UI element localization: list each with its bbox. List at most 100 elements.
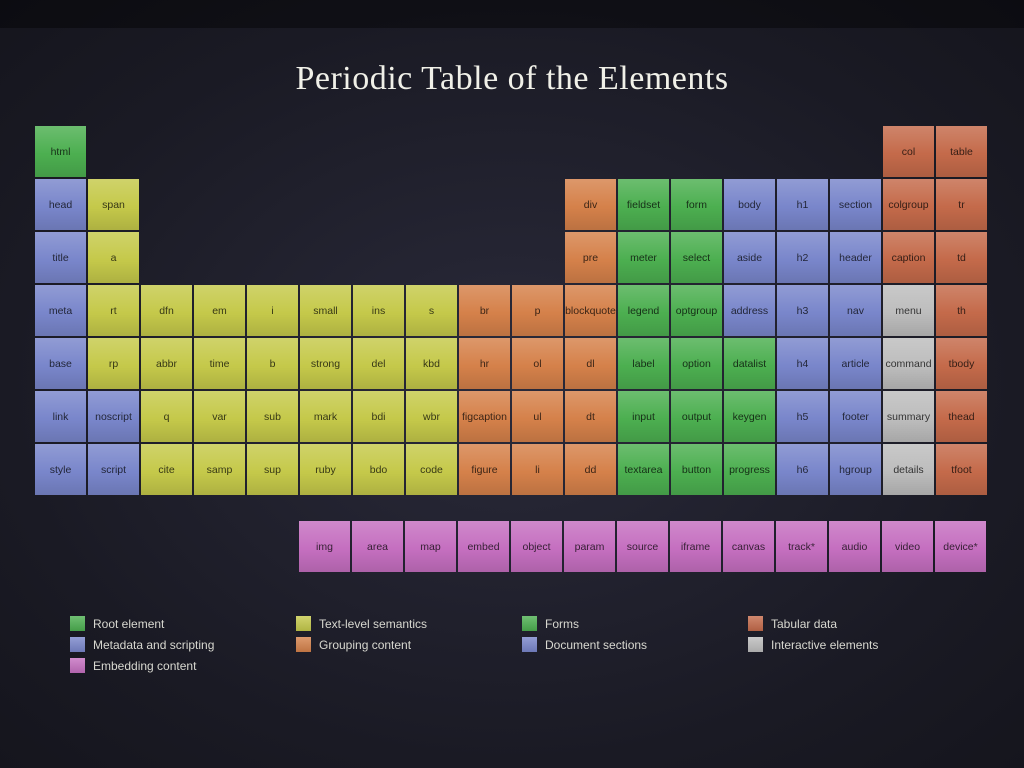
element-cell-del[interactable]: del (353, 338, 404, 389)
element-cell-menu[interactable]: menu (883, 285, 934, 336)
element-cell-embed[interactable]: embed (458, 521, 509, 572)
element-cell-img[interactable]: img (299, 521, 350, 572)
element-cell-mark[interactable]: mark (300, 391, 351, 442)
element-cell-map[interactable]: map (405, 521, 456, 572)
element-cell-cite[interactable]: cite (141, 444, 192, 495)
element-cell-meta[interactable]: meta (35, 285, 86, 336)
element-cell-br[interactable]: br (459, 285, 510, 336)
element-cell-object[interactable]: object (511, 521, 562, 572)
element-cell-sup[interactable]: sup (247, 444, 298, 495)
element-cell-header[interactable]: header (830, 232, 881, 283)
element-cell-legend[interactable]: legend (618, 285, 669, 336)
element-cell-keygen[interactable]: keygen (724, 391, 775, 442)
element-cell-optgroup[interactable]: optgroup (671, 285, 722, 336)
element-cell-source[interactable]: source (617, 521, 668, 572)
element-cell-h5[interactable]: h5 (777, 391, 828, 442)
element-cell-aside[interactable]: aside (724, 232, 775, 283)
element-cell-h4[interactable]: h4 (777, 338, 828, 389)
element-cell-canvas[interactable]: canvas (723, 521, 774, 572)
element-cell-trackstar[interactable]: track* (776, 521, 827, 572)
element-cell-audio[interactable]: audio (829, 521, 880, 572)
element-cell-rt[interactable]: rt (88, 285, 139, 336)
element-cell-p[interactable]: p (512, 285, 563, 336)
element-cell-dfn[interactable]: dfn (141, 285, 192, 336)
element-cell-textarea[interactable]: textarea (618, 444, 669, 495)
element-cell-hr[interactable]: hr (459, 338, 510, 389)
element-cell-s[interactable]: s (406, 285, 457, 336)
element-cell-a[interactable]: a (88, 232, 139, 283)
element-cell-details[interactable]: details (883, 444, 934, 495)
element-cell-tfoot[interactable]: tfoot (936, 444, 987, 495)
element-cell-title[interactable]: title (35, 232, 86, 283)
element-cell-base[interactable]: base (35, 338, 86, 389)
element-cell-blockquote[interactable]: blockquote (565, 285, 616, 336)
element-cell-time[interactable]: time (194, 338, 245, 389)
element-cell-iframe[interactable]: iframe (670, 521, 721, 572)
element-cell-sub[interactable]: sub (247, 391, 298, 442)
element-cell-input[interactable]: input (618, 391, 669, 442)
element-cell-button[interactable]: button (671, 444, 722, 495)
element-cell-ruby[interactable]: ruby (300, 444, 351, 495)
element-cell-figure[interactable]: figure (459, 444, 510, 495)
element-cell-style[interactable]: style (35, 444, 86, 495)
element-cell-strong[interactable]: strong (300, 338, 351, 389)
element-cell-var[interactable]: var (194, 391, 245, 442)
element-cell-nav[interactable]: nav (830, 285, 881, 336)
element-cell-head[interactable]: head (35, 179, 86, 230)
element-cell-rp[interactable]: rp (88, 338, 139, 389)
element-cell-link[interactable]: link (35, 391, 86, 442)
element-cell-progress[interactable]: progress (724, 444, 775, 495)
element-cell-option[interactable]: option (671, 338, 722, 389)
element-cell-q[interactable]: q (141, 391, 192, 442)
element-cell-command[interactable]: command (883, 338, 934, 389)
element-cell-dd[interactable]: dd (565, 444, 616, 495)
element-cell-abbr[interactable]: abbr (141, 338, 192, 389)
element-cell-datalist[interactable]: datalist (724, 338, 775, 389)
element-cell-fieldset[interactable]: fieldset (618, 179, 669, 230)
element-cell-ins[interactable]: ins (353, 285, 404, 336)
element-cell-span[interactable]: span (88, 179, 139, 230)
element-cell-param[interactable]: param (564, 521, 615, 572)
element-cell-thead[interactable]: thead (936, 391, 987, 442)
element-cell-bdi[interactable]: bdi (353, 391, 404, 442)
element-cell-devicestar[interactable]: device* (935, 521, 986, 572)
element-cell-select[interactable]: select (671, 232, 722, 283)
element-cell-th[interactable]: th (936, 285, 987, 336)
element-cell-b[interactable]: b (247, 338, 298, 389)
element-cell-h6[interactable]: h6 (777, 444, 828, 495)
element-cell-meter[interactable]: meter (618, 232, 669, 283)
element-cell-wbr[interactable]: wbr (406, 391, 457, 442)
element-cell-h2[interactable]: h2 (777, 232, 828, 283)
element-cell-caption[interactable]: caption (883, 232, 934, 283)
element-cell-dt[interactable]: dt (565, 391, 616, 442)
element-cell-hgroup[interactable]: hgroup (830, 444, 881, 495)
element-cell-script[interactable]: script (88, 444, 139, 495)
element-cell-ul[interactable]: ul (512, 391, 563, 442)
element-cell-td[interactable]: td (936, 232, 987, 283)
element-cell-kbd[interactable]: kbd (406, 338, 457, 389)
element-cell-code[interactable]: code (406, 444, 457, 495)
element-cell-noscript[interactable]: noscript (88, 391, 139, 442)
element-cell-li[interactable]: li (512, 444, 563, 495)
element-cell-video[interactable]: video (882, 521, 933, 572)
element-cell-html[interactable]: html (35, 126, 86, 177)
element-cell-em[interactable]: em (194, 285, 245, 336)
element-cell-small[interactable]: small (300, 285, 351, 336)
element-cell-address[interactable]: address (724, 285, 775, 336)
element-cell-figcaption[interactable]: figcaption (459, 391, 510, 442)
element-cell-ol[interactable]: ol (512, 338, 563, 389)
element-cell-form[interactable]: form (671, 179, 722, 230)
element-cell-label[interactable]: label (618, 338, 669, 389)
element-cell-samp[interactable]: samp (194, 444, 245, 495)
element-cell-col[interactable]: col (883, 126, 934, 177)
element-cell-dl[interactable]: dl (565, 338, 616, 389)
element-cell-bdo[interactable]: bdo (353, 444, 404, 495)
element-cell-footer[interactable]: footer (830, 391, 881, 442)
element-cell-table[interactable]: table (936, 126, 987, 177)
element-cell-body[interactable]: body (724, 179, 775, 230)
element-cell-i[interactable]: i (247, 285, 298, 336)
element-cell-h1[interactable]: h1 (777, 179, 828, 230)
element-cell-tr[interactable]: tr (936, 179, 987, 230)
element-cell-colgroup[interactable]: colgroup (883, 179, 934, 230)
element-cell-div[interactable]: div (565, 179, 616, 230)
